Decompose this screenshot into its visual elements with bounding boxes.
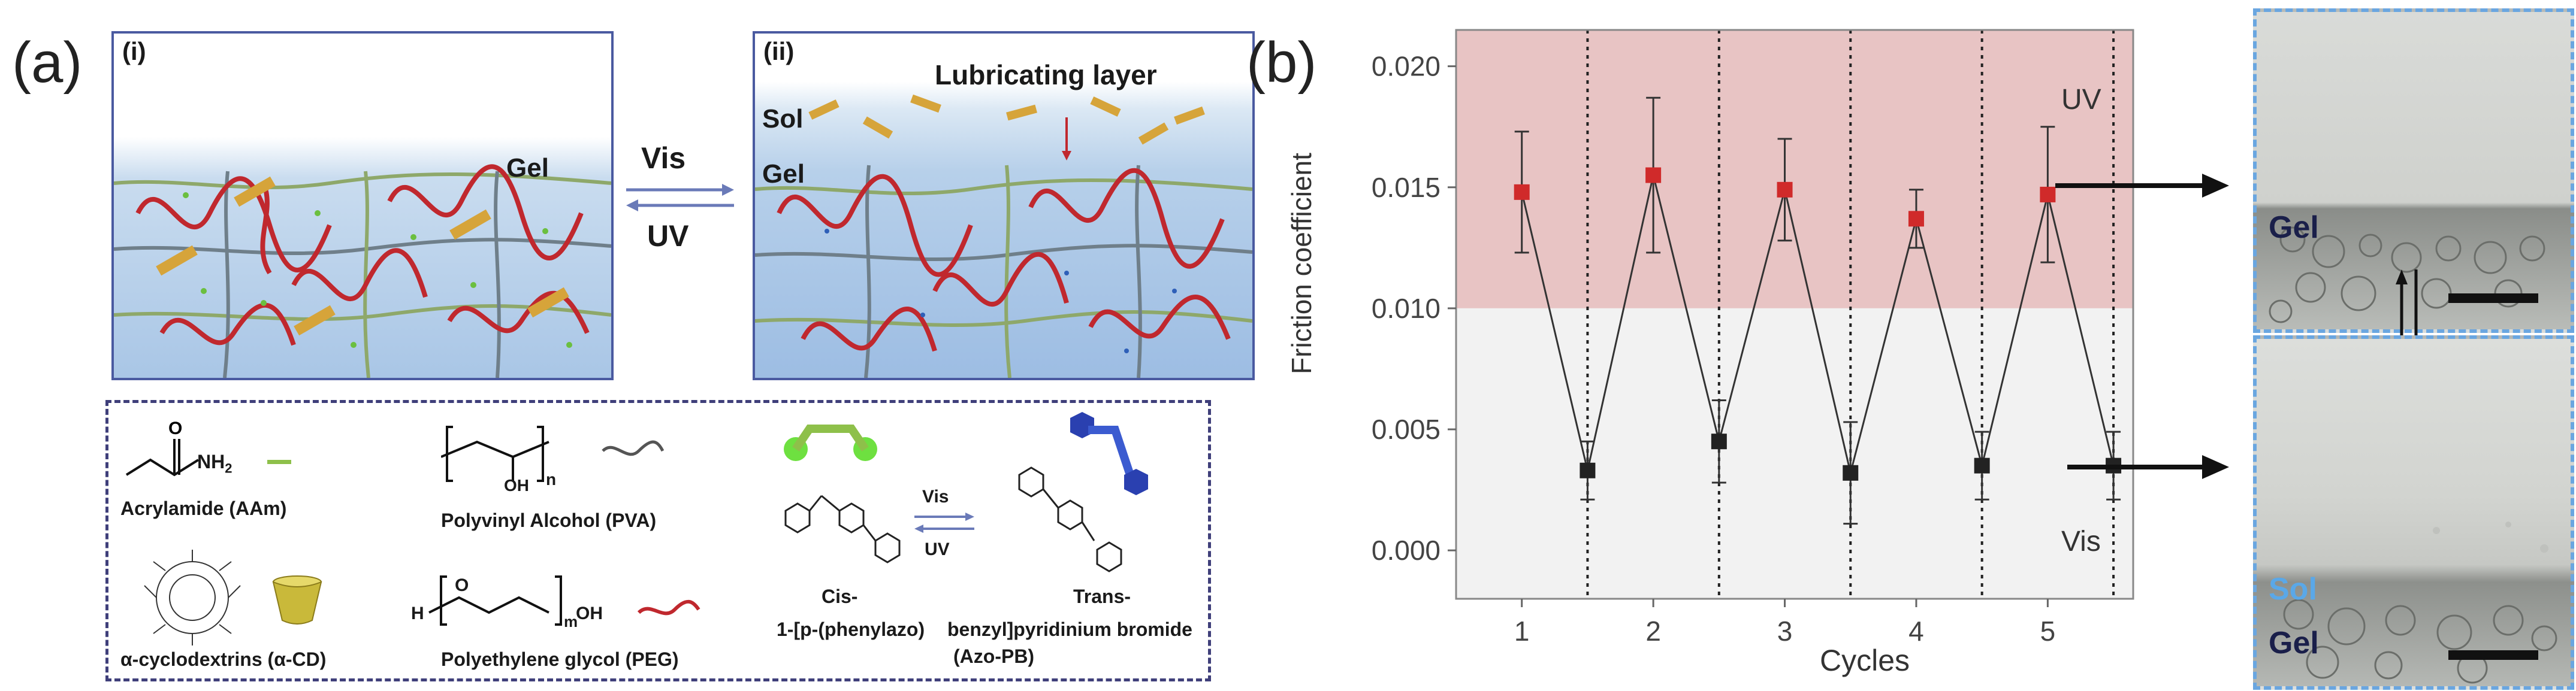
vis-data-point (1843, 465, 1859, 481)
uv-data-point (1514, 184, 1530, 200)
network-drawing-ii (755, 94, 1252, 378)
vis-data-point (1974, 457, 1990, 474)
micro-vis-scalebar (2448, 650, 2538, 660)
pva-oh: OH (504, 476, 529, 495)
x-tick-label: 1 (1514, 616, 1530, 647)
y-tick-label: 0.000 (1372, 535, 1440, 566)
reversible-arrows (626, 184, 734, 211)
cis-azo-symbol (784, 425, 877, 461)
micro-uv-gel-label: Gel (2269, 210, 2319, 245)
x-tick-label: 3 (1777, 616, 1793, 647)
nh2-subscript: 2 (225, 460, 232, 476)
legend-cd: α-cyclodextrins (α-CD) (120, 648, 327, 670)
azo-abbrev: (Azo-PB) (953, 645, 1035, 667)
legend-peg: Polyethylene glycol (PEG) (441, 648, 679, 670)
trans-azo-symbol (1070, 412, 1148, 495)
chart-axes: 0.000 0.005 0.010 0.015 0.020 1 2 3 4 5 (1372, 29, 2134, 647)
peg-oh: OH (576, 604, 603, 623)
y-tick-label: 0.015 (1372, 172, 1440, 203)
azo-uv-label: UV (925, 540, 950, 559)
arrow-label-uv: UV (647, 219, 689, 253)
cycle-dividers (1586, 30, 2115, 599)
azo-name-left: 1-[p-(phenylazo) (777, 619, 925, 640)
friction-line (1521, 175, 2115, 474)
state-ii-sol-label: Sol (762, 104, 804, 134)
micro-vis-sol-label: Sol (2269, 572, 2317, 607)
hydrogel-state-i-illustration: (i) Gel (111, 31, 614, 380)
cd-symbol (272, 575, 322, 625)
peg-o: O (455, 575, 469, 595)
vis-region-band (1456, 308, 2133, 599)
state-ii-tag: (ii) (763, 37, 795, 65)
uv-region-label: UV (2061, 84, 2101, 116)
pva-structure (441, 426, 549, 482)
friction-series (1514, 96, 2122, 525)
nh2-text: NH (197, 451, 225, 472)
arrow-label-vis: Vis (641, 141, 686, 175)
plot-background (1456, 30, 2133, 599)
y-tick-label: 0.020 (1372, 51, 1440, 82)
lubricating-layer-label: Lubricating layer (935, 59, 1157, 90)
pva-n: n (546, 470, 557, 489)
network-drawing-i (114, 164, 611, 378)
cis-azo-structure (784, 495, 901, 563)
vis-data-point (1580, 462, 1596, 478)
peg-symbol (637, 599, 700, 616)
azo-vis-label: Vis (922, 487, 949, 507)
azo-cis-label: Cis- (822, 586, 858, 607)
azo-trans-label: Trans- (1073, 586, 1131, 607)
peg-h: H (411, 604, 424, 623)
plot-frame (1455, 29, 2134, 600)
state-i-gel-label: Gel (506, 153, 549, 183)
svg-text:O: O (168, 419, 182, 438)
y-tick-label: 0.010 (1372, 293, 1440, 324)
vis-data-point (1711, 434, 1727, 450)
trans-azo-structure (1018, 466, 1122, 572)
x-tick-label: 2 (1645, 616, 1661, 647)
acrylamide-structure: O (125, 419, 200, 477)
state-ii-gel-label: Gel (762, 159, 805, 189)
component-legend: O NH2 Acrylamide (AAm) OH n Polyvinyl Al… (105, 400, 1211, 681)
micro-vis-gel-label: Gel (2269, 626, 2319, 660)
panel-b-letter: (b) (1246, 31, 1317, 95)
pointer-arrows (2055, 174, 2229, 479)
peg-structure (428, 575, 562, 626)
micro-uv-scalebar (2448, 293, 2538, 303)
uv-data-point (2040, 186, 2056, 202)
hydrogel-state-ii-illustration: (ii) Lubricating layer Sol Gel (753, 31, 1255, 380)
legend-acrylamide: Acrylamide (AAm) (120, 498, 287, 519)
micrograph-vis: Sol Gel (2253, 335, 2574, 690)
y-tick-label: 0.005 (1372, 414, 1440, 445)
uv-data-point (1645, 167, 1662, 183)
x-tick-label: 4 (1908, 616, 1924, 647)
friction-coefficient-chart: 0.000 0.005 0.010 0.015 0.020 1 2 3 4 5 Friction … (1286, 29, 2134, 677)
state-i-tag: (i) (122, 37, 146, 65)
uv-data-point (1908, 211, 1924, 227)
micrograph-uv: Gel (2253, 8, 2574, 333)
uv-data-point (1777, 181, 1793, 198)
legend-pva: Polyvinyl Alcohol (PVA) (441, 510, 657, 531)
y-axis-label: Friction coefficient (1286, 153, 1317, 374)
peg-m: m (564, 613, 578, 631)
nh2-label: NH2 (197, 451, 232, 476)
cd-structure (144, 550, 241, 645)
pva-symbol (602, 440, 665, 456)
micrograph-vis-texture (2283, 522, 2557, 684)
uv-region-band (1456, 30, 2133, 308)
vis-region-label: Vis (2061, 526, 2101, 557)
azo-name-right: benzyl]pyridinium bromide (947, 619, 1192, 640)
x-tick-label: 5 (2040, 616, 2056, 647)
panel-a-letter: (a) (12, 31, 83, 95)
azo-switch-arrows (914, 513, 974, 533)
acrylamide-symbol (267, 460, 291, 464)
x-axis-label: Cycles (1820, 644, 1910, 677)
